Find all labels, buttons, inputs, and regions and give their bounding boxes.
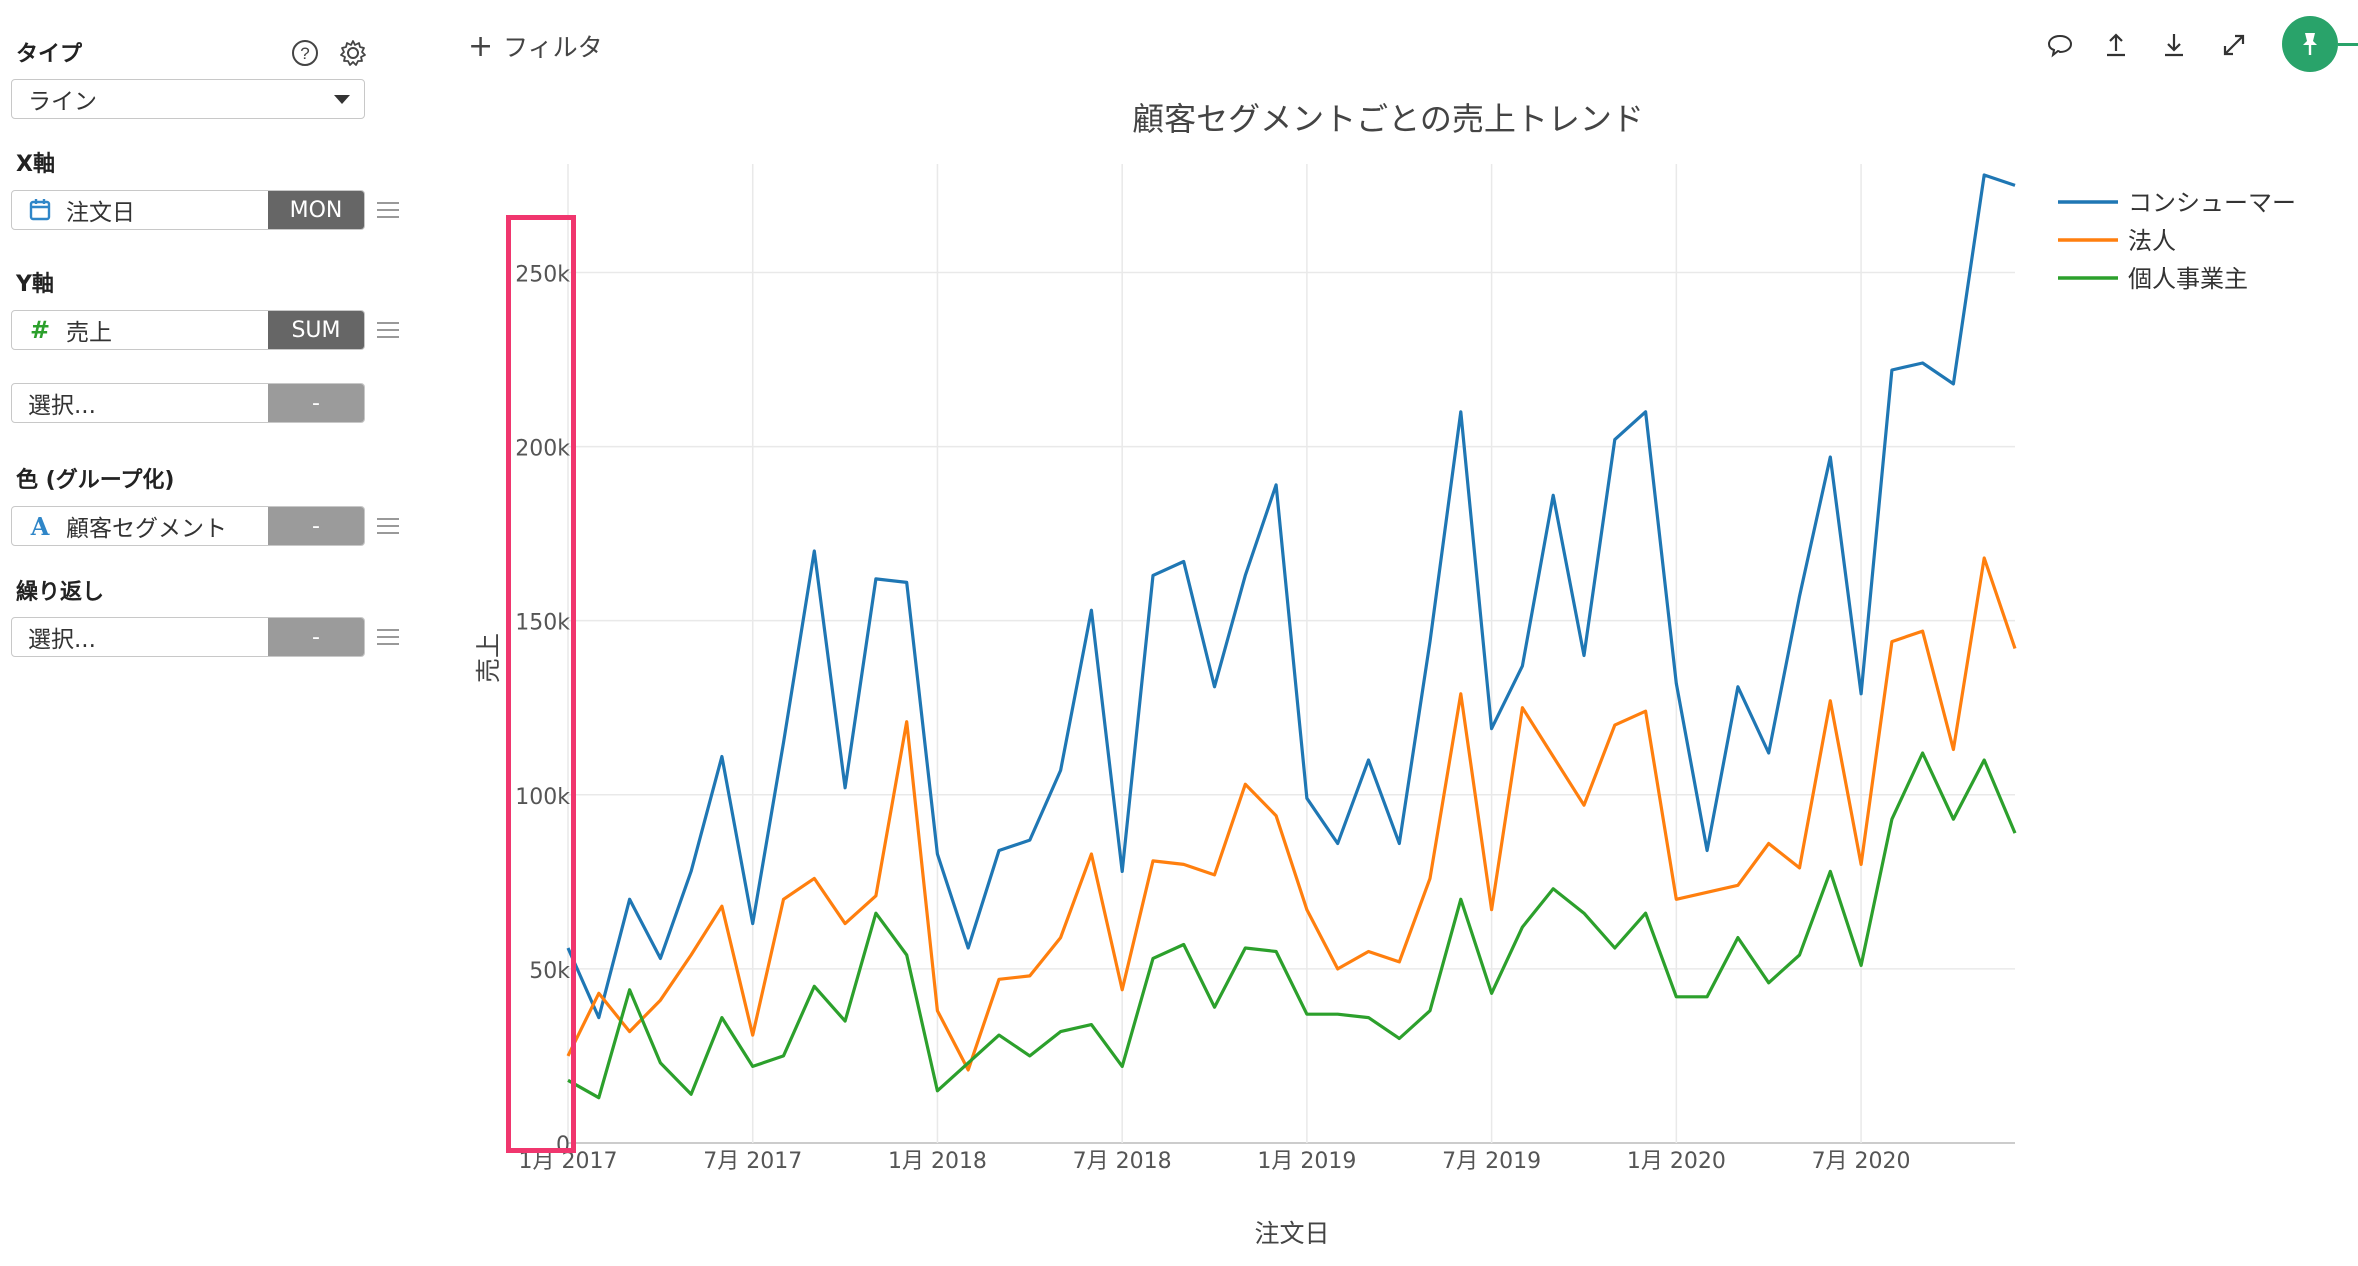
- legend-item: 個人事業主: [2128, 265, 2248, 293]
- x-tick-label: 7月 2020: [1812, 1149, 1911, 1174]
- y2-axis-field[interactable]: 選択... -: [11, 383, 365, 423]
- y2-axis-aggregation-button[interactable]: -: [268, 384, 364, 422]
- y-axis-aggregation-button[interactable]: SUM: [268, 311, 364, 349]
- help-icon[interactable]: ?: [290, 38, 320, 68]
- y2-axis-placeholder: 選択...: [28, 393, 96, 419]
- x-axis-field-name: 注文日: [66, 200, 135, 226]
- x-tick-label: 7月 2017: [703, 1149, 802, 1174]
- number-hash-icon: #: [29, 316, 51, 344]
- color-group-aggregation-button[interactable]: -: [268, 507, 364, 545]
- x-tick-label: 7月 2018: [1073, 1149, 1172, 1174]
- repeat-field[interactable]: 選択... -: [11, 617, 365, 657]
- y-axis-highlight-box: [506, 215, 576, 1153]
- gear-icon[interactable]: [338, 38, 368, 68]
- pin-button[interactable]: [2282, 16, 2338, 72]
- expand-icon[interactable]: [2219, 30, 2249, 60]
- y-axis-field-name: 売上: [66, 320, 112, 346]
- add-filter-button[interactable]: + フィルタ: [468, 28, 603, 64]
- y-axis-label: Y軸: [16, 272, 54, 297]
- chart-type-value: ライン: [28, 89, 97, 115]
- chart-series: [566, 173, 2017, 1100]
- x-axis-ticks: 1月 2017 7月 2017 1月 2018 7月 2018 1月 2019 7月 20…: [519, 1149, 1911, 1174]
- repeat-aggregation-button[interactable]: -: [268, 618, 364, 656]
- legend-item: 法人: [2128, 227, 2176, 255]
- color-group-menu-icon[interactable]: [377, 518, 399, 534]
- x-tick-label: 1月 2020: [1627, 1149, 1726, 1174]
- filter-label: フィルタ: [503, 33, 603, 62]
- x-axis-title: 注文日: [1254, 1219, 1329, 1248]
- y-axis-menu-icon[interactable]: [377, 322, 399, 338]
- x-axis-field[interactable]: 注文日 MON: [11, 190, 365, 230]
- text-type-icon: A: [30, 511, 50, 541]
- y-tick-label: 150k: [515, 611, 570, 636]
- color-group-field[interactable]: A 顧客セグメント -: [11, 506, 365, 546]
- repeat-label: 繰り返し: [16, 580, 105, 605]
- series-line: [566, 173, 2016, 1020]
- series-line: [566, 556, 2017, 1072]
- type-label: タイプ: [16, 42, 83, 67]
- series-line: [567, 751, 2017, 1100]
- legend-item: コンシューマー: [2128, 189, 2296, 217]
- repeat-menu-icon[interactable]: [377, 629, 399, 645]
- x-tick-label: 1月 2017: [519, 1149, 618, 1174]
- x-tick-label: 1月 2018: [888, 1149, 987, 1174]
- x-tick-label: 7月 2019: [1442, 1149, 1541, 1174]
- upload-icon[interactable]: [2101, 30, 2131, 60]
- pin-connector: [2338, 43, 2358, 46]
- calendar-icon: [29, 199, 51, 221]
- y-tick-label: 250k: [515, 262, 570, 287]
- x-axis-menu-icon[interactable]: [377, 202, 399, 218]
- chevron-down-icon: [334, 94, 350, 104]
- x-axis-label: X軸: [16, 152, 55, 177]
- y-tick-label: 200k: [515, 437, 570, 462]
- chart-config-sidebar: タイプ ? ライン X軸 注文日 MON Y軸 # 売上 SUM 選択... -…: [0, 0, 400, 1266]
- comment-icon[interactable]: [2045, 30, 2075, 60]
- y-axis-title: 売上: [474, 633, 503, 683]
- color-group-label: 色 (グループ化): [16, 468, 175, 493]
- download-icon[interactable]: [2159, 30, 2189, 60]
- x-tick-label: 1月 2019: [1257, 1149, 1356, 1174]
- chart-grid: [567, 164, 2015, 1144]
- y-tick-label: 100k: [515, 785, 570, 810]
- pin-icon: [2303, 33, 2317, 55]
- svg-text:?: ?: [300, 44, 309, 63]
- repeat-placeholder: 選択...: [28, 627, 96, 653]
- x-axis-aggregation-button[interactable]: MON: [268, 191, 364, 229]
- chart-title: 顧客セグメントごとの売上トレンド: [1132, 100, 1644, 138]
- chart-type-select[interactable]: ライン: [11, 79, 365, 119]
- y-tick-label: 50k: [529, 959, 570, 984]
- y-axis-field[interactable]: # 売上 SUM: [11, 310, 365, 350]
- color-group-field-name: 顧客セグメント: [66, 516, 227, 542]
- plus-icon: +: [468, 29, 494, 64]
